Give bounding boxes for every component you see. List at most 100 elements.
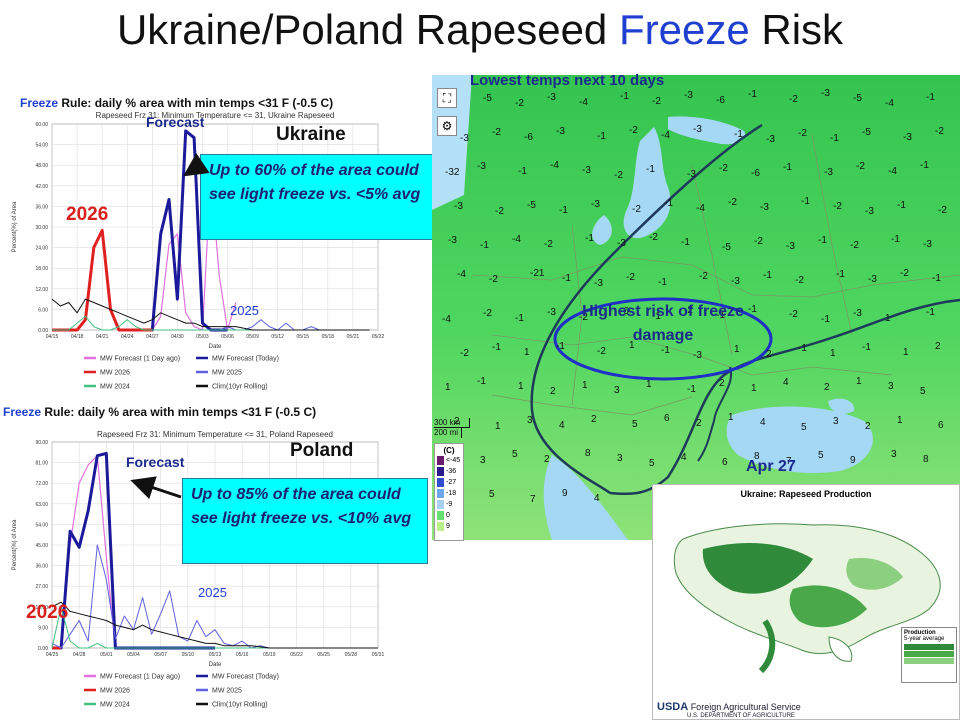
temperature-label: -3 xyxy=(693,350,702,361)
temperature-label: -1 xyxy=(646,164,655,175)
y-tick-label: 0.00 xyxy=(38,646,48,652)
temperature-label: -1 xyxy=(798,343,807,354)
temperature-label: -2 xyxy=(719,163,728,174)
temperature-label: 5 xyxy=(920,386,926,397)
temperature-label: -2 xyxy=(489,274,498,285)
border-line xyxy=(491,394,693,416)
legend-label: -9 xyxy=(446,501,453,508)
temperature-label: 3 xyxy=(480,455,486,466)
temperature-label: -5 xyxy=(862,127,871,138)
temperature-label: -1 xyxy=(821,314,830,325)
temperature-label: 1 xyxy=(646,379,652,390)
legend-swatch-high xyxy=(904,644,954,650)
y-tick-label: 18.00 xyxy=(35,605,48,611)
gulf-of-finland xyxy=(668,116,746,145)
legend-row: -36 xyxy=(435,466,463,477)
temperature-legend: (C) <-45 -36 -27 -18 -9 0 9 xyxy=(434,443,464,541)
temperature-label: -1 xyxy=(734,129,743,140)
legend-label: -27 xyxy=(446,479,457,486)
temperature-label: -2 xyxy=(789,94,798,105)
north-sea xyxy=(432,75,472,210)
temperature-label: 1 xyxy=(751,383,757,394)
production-legend: Production 5-year average xyxy=(901,627,957,683)
temperature-label: -3 xyxy=(594,278,603,289)
temperature-label: -6 xyxy=(524,132,533,143)
map-scale: 300 km 200 mi xyxy=(434,418,470,438)
y-tick-label: 54.00 xyxy=(35,143,48,149)
poland-forecast-label: Forecast xyxy=(126,454,185,470)
gear-icon[interactable]: ⚙ xyxy=(437,116,457,136)
x-axis-label: Date xyxy=(209,662,222,668)
temperature-label: -5 xyxy=(527,200,536,211)
y-tick-label: 90.00 xyxy=(35,440,48,446)
legend-label: -18 xyxy=(446,490,457,497)
temperature-label: -2 xyxy=(652,96,661,107)
temperature-label: 2 xyxy=(454,416,460,427)
temperature-label: -2 xyxy=(938,205,947,216)
legend-entry: MW 2026 xyxy=(100,370,130,377)
fullscreen-icon[interactable]: ⛶ xyxy=(437,88,457,108)
temperature-label: -1 xyxy=(862,342,871,353)
temperature-label: 3 xyxy=(833,416,839,427)
risk-boundary-inner xyxy=(697,366,733,462)
temperature-label: -4 xyxy=(885,98,894,109)
chart-title: Rapeseed Frz 31: Minimum Temperature <= … xyxy=(96,111,335,120)
legend-entry: MW Forecast (1 Day ago) xyxy=(100,674,180,681)
temperature-label: 1 xyxy=(903,347,909,358)
ukraine-year-2026-label: 2026 xyxy=(66,204,109,225)
temperature-label: 3 xyxy=(614,385,620,396)
temperature-label: 7 xyxy=(530,494,536,505)
temperature-label: -1 xyxy=(477,376,486,387)
temperature-label: -5 xyxy=(483,93,492,104)
temperature-label: 5 xyxy=(489,489,495,500)
border-line xyxy=(471,256,960,298)
temperature-label: -1 xyxy=(652,311,661,322)
x-tick-label: 05/12 xyxy=(271,334,284,340)
highest-risk-ellipse xyxy=(553,297,773,381)
temperature-label: -4 xyxy=(550,160,559,171)
temperature-label: -1 xyxy=(926,307,935,318)
temperature-label: -2 xyxy=(833,201,842,212)
temperature-label: 3 xyxy=(891,449,897,460)
temperature-label: -3 xyxy=(448,235,457,246)
temperature-label: 5 xyxy=(649,458,655,469)
temperature-label: -2 xyxy=(935,126,944,137)
usda-dept: U.S. DEPARTMENT OF AGRICULTURE xyxy=(687,713,795,719)
inset-title: Ukraine: Rapeseed Production xyxy=(740,489,872,499)
temperature-label: 8 xyxy=(923,454,929,465)
y-tick-label: 36.00 xyxy=(35,204,48,210)
temperature-label: -1 xyxy=(763,270,772,281)
poland-country-label: Poland xyxy=(290,440,354,461)
temperature-label: -3 xyxy=(865,206,874,217)
legend-swatch xyxy=(437,489,444,498)
temperature-label: 2 xyxy=(544,454,550,465)
danish-straits xyxy=(592,215,612,245)
temperature-label: -1 xyxy=(658,277,667,288)
x-tick-label: 05/01 xyxy=(100,652,113,658)
temperature-label: -1 xyxy=(920,160,929,171)
y-tick-label: 42.00 xyxy=(35,184,48,190)
legend-entry: MW 2025 xyxy=(212,688,242,695)
legend-entry: MW 2026 xyxy=(100,688,130,695)
ukraine-country-label: Ukraine xyxy=(276,124,346,145)
usda-footer: USDA Foreign Agricultural Service U.S. D… xyxy=(657,701,801,719)
temperature-label: 1 xyxy=(728,412,734,423)
production-legend-sub: 5-year average xyxy=(904,636,945,642)
rule-body: Rule: daily % area with min temps <31 F … xyxy=(58,96,334,110)
x-tick-label: 05/16 xyxy=(236,652,249,658)
temperature-label: -1 xyxy=(783,162,792,173)
legend-entry: MW 2024 xyxy=(100,702,130,709)
temperature-label: -1 xyxy=(716,310,725,321)
legend-entry: MW Forecast (Today) xyxy=(212,356,279,363)
y-tick-label: 9.00 xyxy=(38,625,48,631)
legend-row: <-45 xyxy=(435,455,463,466)
legend-label: <-45 xyxy=(446,457,461,464)
temperature-label: 6 xyxy=(938,420,944,431)
border-line xyxy=(571,224,583,406)
temperature-label: -3 xyxy=(684,90,693,101)
high-production-region xyxy=(702,543,813,594)
forecast-date-label: Apr 27 xyxy=(746,458,796,475)
x-tick-label: 05/03 xyxy=(196,334,209,340)
temperature-label: -3 xyxy=(903,132,912,143)
temperature-label: 1 xyxy=(518,381,524,392)
